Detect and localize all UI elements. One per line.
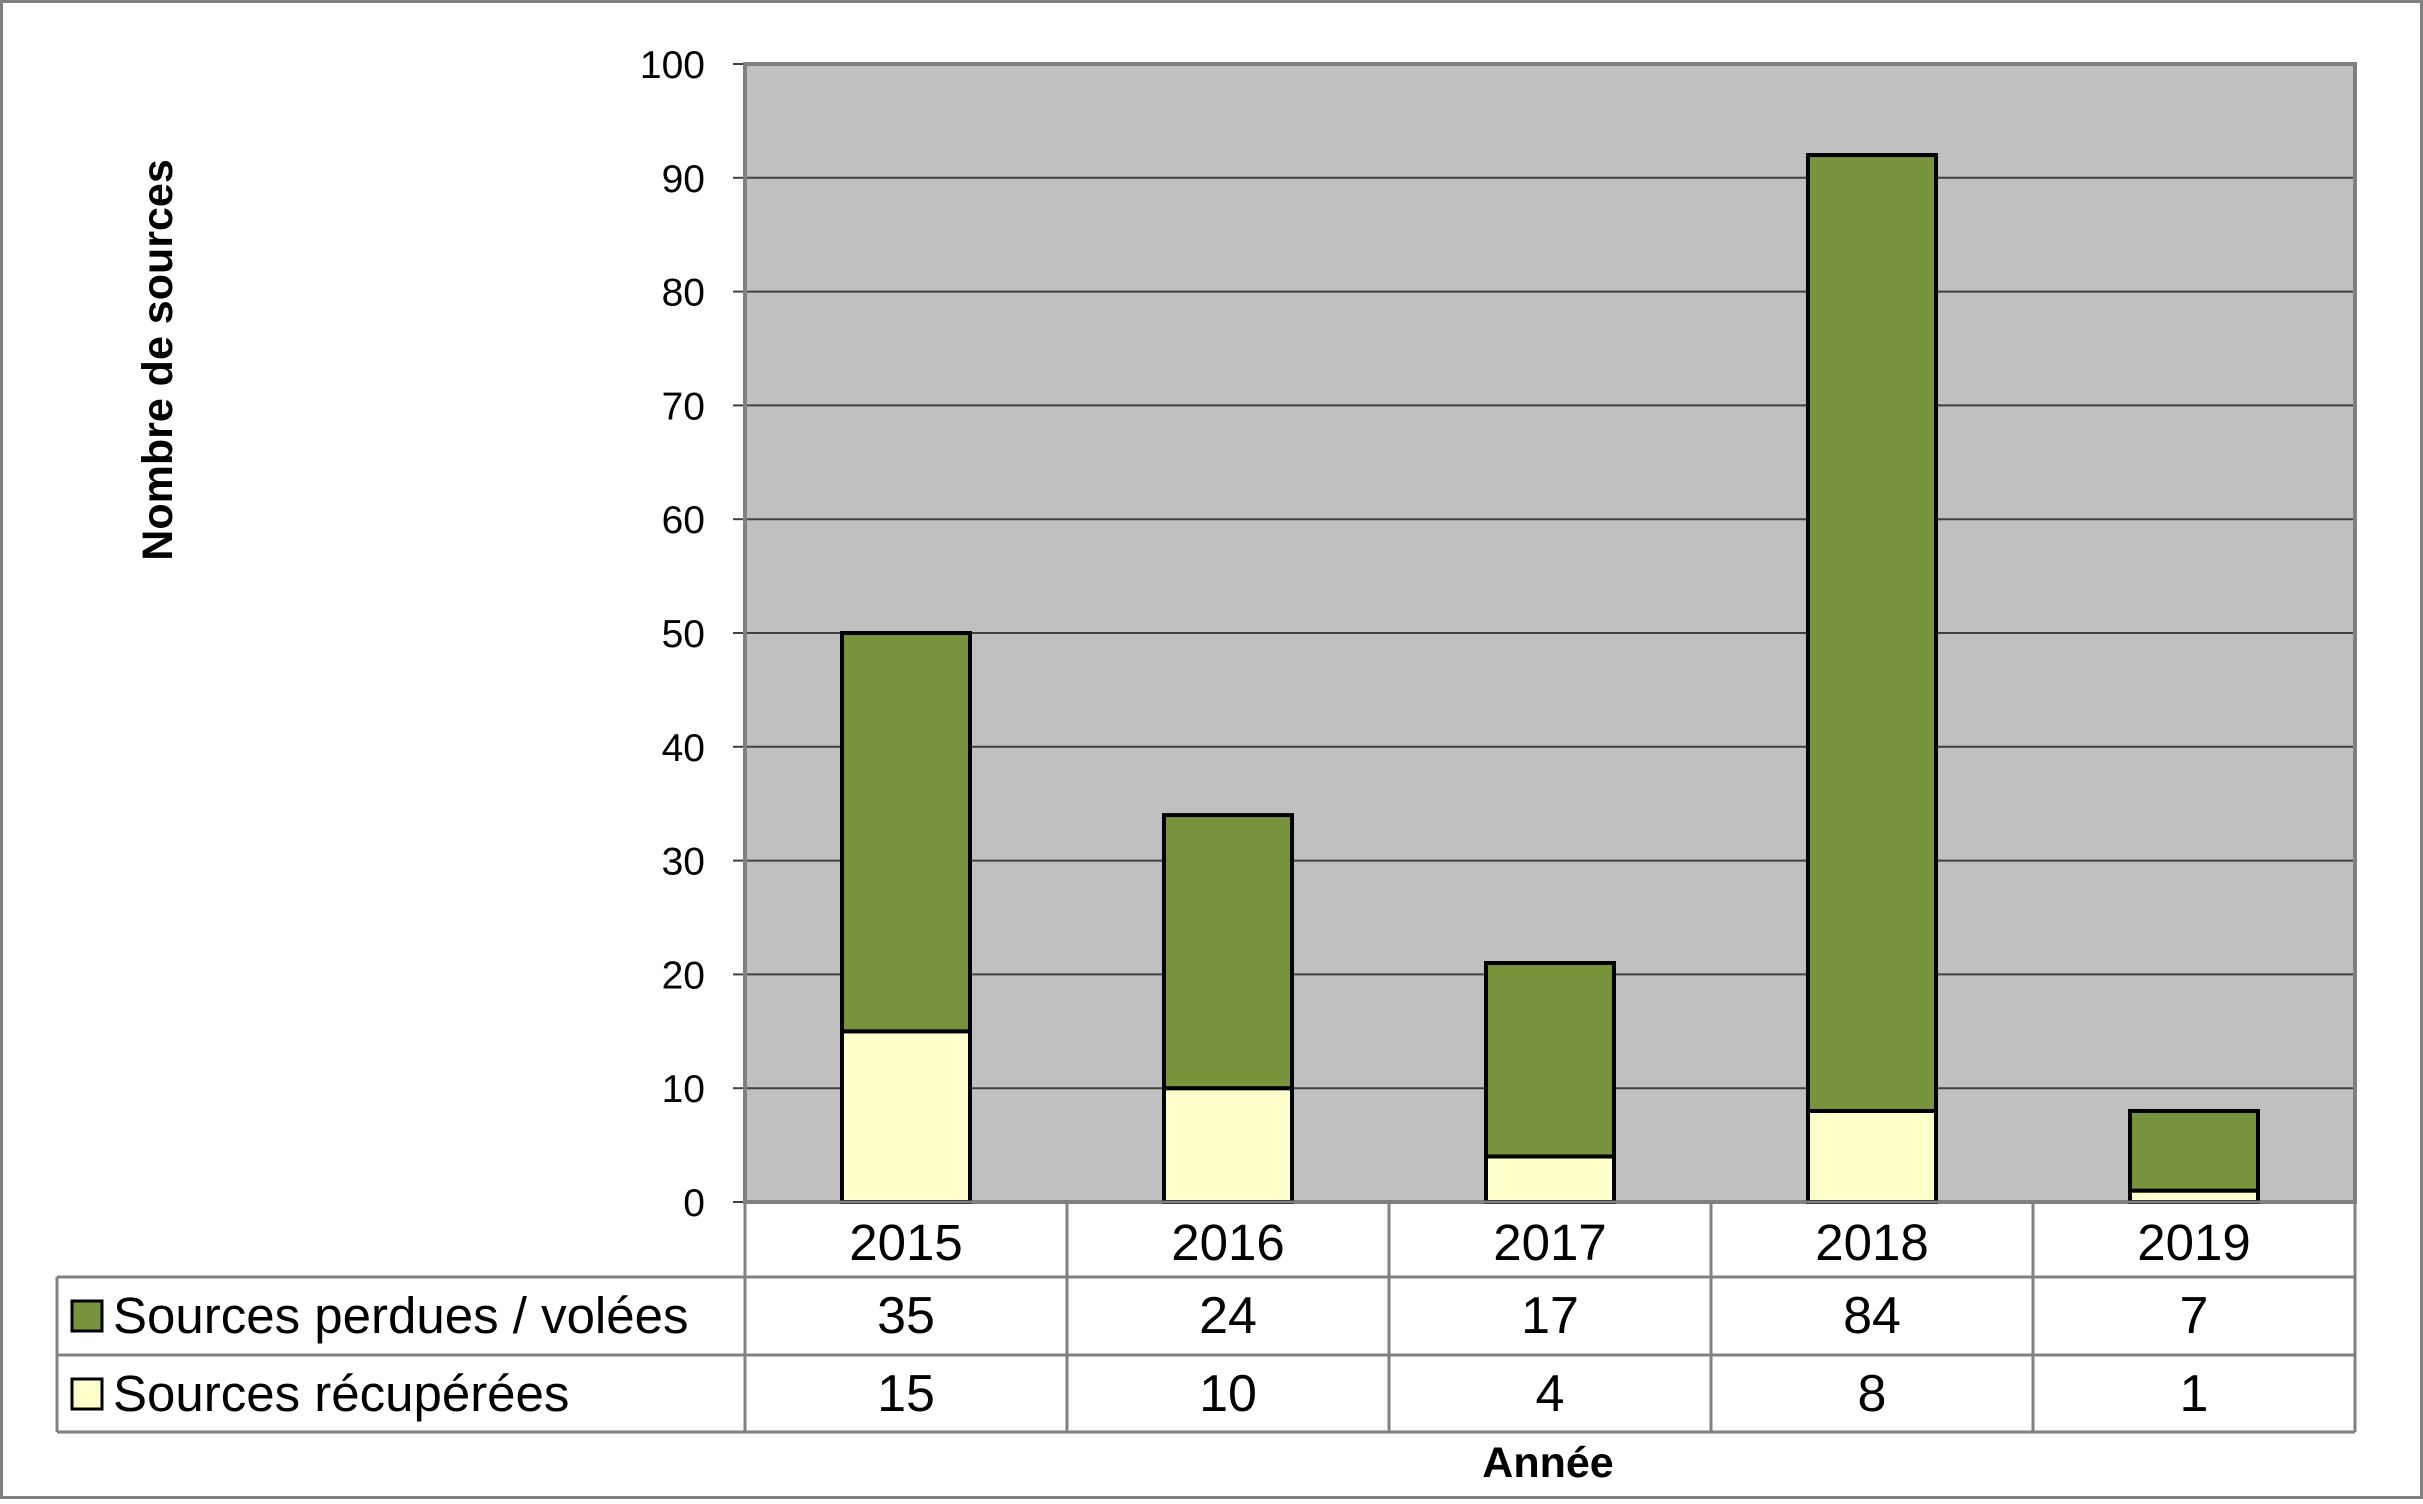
y-tick-label: 80 (662, 272, 705, 315)
y-tick-label: 40 (662, 727, 705, 770)
y-tick-label: 100 (640, 44, 705, 87)
y-tick-label: 10 (662, 1068, 705, 1111)
bar-recuperees-2015 (840, 1029, 972, 1205)
legend-label: Sources récupérées (113, 1365, 569, 1422)
x-category-label: 2015 (849, 1214, 962, 1271)
y-tick-label: 60 (662, 499, 705, 542)
y-tick-label: 70 (662, 385, 705, 428)
table-cell-value: 84 (1843, 1287, 1901, 1345)
y-axis-title: Nombre de sources (134, 159, 182, 560)
x-category-label: 2018 (1815, 1214, 1928, 1271)
bar-perdues-2016 (1162, 813, 1294, 1091)
y-tick-label: 90 (662, 158, 705, 201)
bar-recuperees-2018 (1806, 1108, 1938, 1204)
legend-key (70, 1299, 104, 1333)
legend-key (70, 1377, 104, 1411)
x-category-label: 2019 (2137, 1214, 2250, 1271)
table-cell-value: 7 (2180, 1287, 2209, 1345)
table-cell-value: 4 (1536, 1365, 1565, 1423)
bar-perdues-2019 (2128, 1108, 2260, 1193)
y-tick-label: 50 (662, 613, 705, 656)
x-category-label: 2016 (1171, 1214, 1284, 1271)
table-cell-value: 35 (877, 1287, 935, 1345)
bar-perdues-2018 (1806, 153, 1938, 1113)
table-cell-value: 15 (877, 1365, 935, 1423)
x-category-label: 2017 (1493, 1214, 1606, 1271)
table-cell-value: 10 (1199, 1365, 1257, 1423)
y-tick-label: 20 (662, 954, 705, 997)
bar-recuperees-2016 (1162, 1086, 1294, 1204)
table-cell-value: 24 (1199, 1287, 1257, 1345)
legend-label: Sources perdues / volées (113, 1287, 689, 1344)
y-tick-label: 0 (683, 1182, 705, 1225)
table-cell-value: 17 (1521, 1287, 1579, 1345)
bar-perdues-2017 (1484, 961, 1616, 1159)
bar-recuperees-2017 (1484, 1154, 1616, 1204)
table-cell-value: 8 (1858, 1365, 1887, 1423)
bar-perdues-2015 (840, 631, 972, 1034)
table-cell-value: 1 (2180, 1365, 2209, 1423)
y-tick-label: 30 (662, 841, 705, 884)
x-axis-title: Année (1482, 1439, 1613, 1487)
